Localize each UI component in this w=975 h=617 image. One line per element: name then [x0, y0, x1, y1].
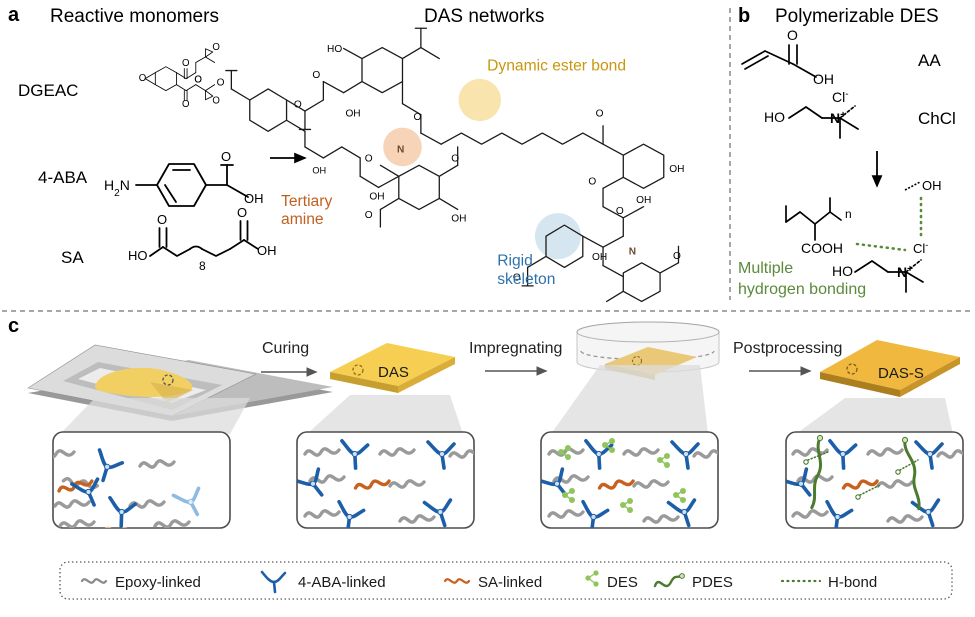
svg-text:hydrogen bonding: hydrogen bonding [738, 281, 866, 298]
svg-text:a: a [8, 4, 20, 26]
svg-text:O: O [194, 74, 202, 85]
svg-text:SA-linked: SA-linked [478, 574, 542, 591]
svg-text:O: O [221, 149, 231, 164]
svg-text:H-bond: H-bond [828, 574, 877, 591]
svg-text:Rigid: Rigid [497, 253, 533, 270]
svg-text:O: O [139, 73, 147, 84]
svg-text:O: O [673, 251, 681, 262]
svg-text:H2N: H2N [104, 177, 130, 199]
svg-text:O: O [182, 99, 190, 110]
svg-text:O: O [182, 58, 190, 69]
svg-text:OH: OH [922, 178, 942, 193]
svg-text:O: O [365, 210, 373, 221]
svg-text:DAS-S: DAS-S [878, 365, 924, 382]
svg-text:OH: OH [636, 195, 651, 206]
svg-text:Reactive monomers: Reactive monomers [50, 6, 219, 27]
svg-text:OH: OH [813, 71, 834, 87]
svg-text:HO: HO [128, 248, 148, 263]
svg-text:O: O [212, 95, 220, 106]
svg-text:c: c [8, 315, 19, 337]
svg-text:OH: OH [345, 109, 360, 120]
svg-text:O: O [596, 109, 604, 120]
svg-text:N: N [629, 247, 636, 258]
svg-text:N+: N+ [830, 110, 846, 127]
svg-text:Dynamic ester bond: Dynamic ester bond [487, 58, 626, 75]
svg-text:Polymerizable DES: Polymerizable DES [775, 6, 939, 27]
svg-text:PDES: PDES [692, 574, 733, 591]
svg-text:Epoxy-linked: Epoxy-linked [115, 574, 201, 591]
svg-text:OH: OH [369, 191, 384, 202]
svg-text:AA: AA [918, 51, 941, 70]
svg-text:ChCl: ChCl [918, 109, 956, 128]
svg-text:Cl-: Cl- [913, 240, 928, 256]
svg-text:n: n [845, 207, 852, 221]
svg-text:O: O [217, 77, 225, 88]
svg-text:OH: OH [592, 252, 607, 263]
svg-text:OH: OH [244, 191, 264, 206]
svg-text:O: O [312, 70, 320, 81]
svg-text:Postprocessing: Postprocessing [733, 340, 842, 357]
svg-text:N+: N+ [897, 264, 913, 281]
svg-text:HO: HO [832, 263, 853, 279]
svg-text:HO: HO [764, 109, 785, 125]
svg-text:O: O [588, 177, 596, 188]
svg-text:O: O [787, 27, 798, 43]
svg-text:Cl-: Cl- [832, 89, 849, 106]
svg-text:DAS networks: DAS networks [424, 6, 544, 27]
svg-text:DAS: DAS [378, 364, 409, 381]
svg-text:COOH: COOH [801, 240, 843, 256]
svg-text:DES: DES [607, 574, 638, 591]
svg-text:SA: SA [61, 248, 84, 267]
svg-text:HO: HO [327, 44, 342, 55]
svg-text:Impregnating: Impregnating [469, 340, 562, 357]
svg-text:O: O [365, 154, 373, 165]
svg-text:OH: OH [312, 166, 326, 176]
svg-text:O: O [212, 42, 220, 53]
svg-text:amine: amine [281, 211, 324, 228]
svg-text:O: O [616, 206, 624, 217]
svg-text:OH: OH [257, 243, 277, 258]
svg-text:N: N [397, 144, 404, 155]
svg-text:O: O [237, 205, 247, 220]
svg-text:Tertiary: Tertiary [281, 193, 332, 210]
svg-text:b: b [738, 5, 750, 27]
svg-text:O: O [157, 212, 167, 227]
svg-text:4-ABA-linked: 4-ABA-linked [298, 574, 386, 591]
svg-text:Curing: Curing [262, 340, 309, 357]
svg-text:8: 8 [199, 259, 206, 273]
svg-text:DGEAC: DGEAC [18, 81, 78, 100]
svg-text:Multiple: Multiple [738, 260, 793, 277]
svg-text:OH: OH [669, 164, 684, 175]
svg-text:4-ABA: 4-ABA [38, 168, 88, 187]
svg-text:skeleton: skeleton [497, 271, 555, 288]
svg-text:OH: OH [451, 213, 466, 224]
